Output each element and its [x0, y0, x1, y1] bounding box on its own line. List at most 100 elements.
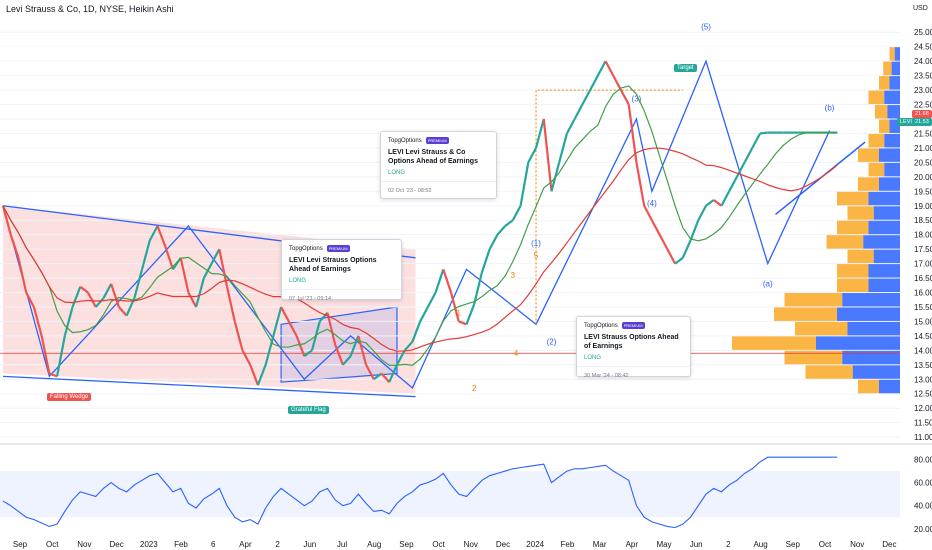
y-tick-label: 17.50: [914, 245, 932, 254]
price-segment: [179, 257, 190, 293]
x-tick-label: Oct: [432, 540, 445, 549]
price-segment: [681, 240, 692, 259]
rsi-band: [0, 471, 900, 518]
price-segment: [55, 335, 66, 377]
x-tick-label: Feb: [561, 540, 575, 549]
ma-short-line: [2, 85, 838, 366]
vp-bar-up: [852, 365, 900, 379]
ma-long-line: [2, 147, 838, 352]
target-projection: [535, 89, 683, 325]
price-segment: [326, 312, 337, 345]
x-tick-label: Nov: [464, 540, 478, 549]
vp-bar-down: [868, 162, 885, 177]
vp-bar-up: [887, 105, 900, 119]
wave-label: (4): [647, 199, 657, 208]
price-segment: [674, 256, 684, 265]
price-segment: [504, 219, 514, 227]
vp-bar-up: [868, 278, 900, 293]
price-segment: [87, 291, 97, 308]
idea-card-2[interactable]: TopgOptions PREMIUM LEVI Levi Strauss Opt…: [281, 239, 402, 302]
wave-label: 5: [534, 251, 539, 260]
y-tick-label: 18.50: [914, 216, 932, 225]
y-tick-label: 24.50: [914, 43, 932, 52]
x-tick-label: Oct: [46, 540, 59, 549]
wave-label: (b): [825, 103, 835, 112]
y-tick-label: 21.50: [914, 129, 932, 138]
price-segment: [295, 335, 306, 357]
price-segment: [349, 335, 360, 357]
brand-name: TopgOptions: [584, 322, 618, 329]
price-segment: [249, 364, 259, 386]
price-segment: [9, 234, 20, 259]
x-tick-label: Sep: [399, 540, 414, 549]
vp-bar-down: [847, 249, 874, 264]
price-segment: [419, 306, 429, 322]
vp-bar-up: [837, 307, 900, 321]
vp-bar-down: [868, 90, 885, 105]
vp-bar-down: [858, 379, 879, 394]
price-segment: [280, 306, 290, 322]
vp-bar-down: [837, 278, 869, 293]
flag-channel: [280, 306, 398, 383]
price-segment: [195, 277, 205, 308]
price-segment: [118, 306, 128, 317]
vp-bar-up: [873, 249, 900, 264]
x-tick-label: Dec: [882, 540, 896, 549]
price-segment: [40, 335, 51, 374]
price-segment: [480, 248, 491, 273]
price-segment: [63, 306, 74, 337]
y-tick-label: 14.50: [914, 332, 932, 341]
price-segment: [411, 321, 422, 343]
vp-bar-up: [879, 379, 900, 394]
idea-card-3[interactable]: TopgOptions PREMIUM LEVI Strauss Options …: [576, 316, 691, 379]
vp-bar-up: [879, 148, 900, 162]
price-segment: [434, 269, 445, 293]
price-tag-high: 21.68: [912, 110, 932, 118]
price-segment: [713, 199, 723, 207]
vp-bar-down: [868, 133, 885, 148]
x-tick-label: Mar: [593, 540, 607, 549]
idea-date: 07 Jul '23 - 09:14: [282, 289, 401, 307]
price-segment: [519, 162, 530, 206]
wave-label: (3): [632, 95, 642, 104]
vp-bar-down: [784, 293, 843, 307]
price-segment: [573, 104, 584, 120]
price-segment: [604, 60, 615, 77]
vp-bar-up: [868, 191, 900, 206]
price-segment: [32, 306, 43, 337]
vp-bar-down: [805, 365, 853, 379]
vp-bar-down: [732, 336, 816, 350]
wave-label: (1): [531, 239, 541, 248]
vp-bar-down: [879, 76, 890, 90]
x-tick-label: Sep: [786, 540, 801, 549]
y-tick-label: 13.00: [914, 375, 932, 384]
idea-card-1[interactable]: TopgOptions PREMIUM LEVI Levi Strauss & C…: [380, 131, 497, 199]
x-tick-label: Nov: [77, 540, 91, 549]
wave-label: 4: [514, 349, 519, 358]
price-segment: [272, 306, 283, 337]
y-tick-label: 16.00: [914, 289, 932, 298]
x-tick-label: Jun: [303, 540, 316, 549]
y-tick-label: 23.50: [914, 72, 932, 81]
vp-bar-down: [837, 264, 869, 278]
y-tick-label: 18.00: [914, 231, 932, 240]
idea-date: 30 Mar '24 - 08:42: [577, 366, 690, 384]
premium-badge: PREMIUM: [621, 322, 645, 329]
vp-bar-down: [837, 220, 869, 235]
price-segment: [620, 89, 630, 106]
wave-label: (a): [763, 280, 773, 289]
vp-bar-down: [858, 148, 879, 162]
wave-label: (2): [547, 338, 557, 347]
price-segment: [473, 272, 484, 305]
price-segment: [488, 234, 499, 250]
vp-bar-down: [826, 235, 864, 249]
price-segment: [449, 292, 460, 322]
x-tick-label: Nov: [850, 540, 864, 549]
price-segment: [164, 245, 174, 270]
price-segment: [71, 286, 82, 308]
vp-bar-up: [884, 133, 900, 148]
price-segment: [658, 234, 669, 250]
vp-bar-up: [884, 162, 900, 177]
y-tick-label: 20.00: [914, 173, 932, 182]
